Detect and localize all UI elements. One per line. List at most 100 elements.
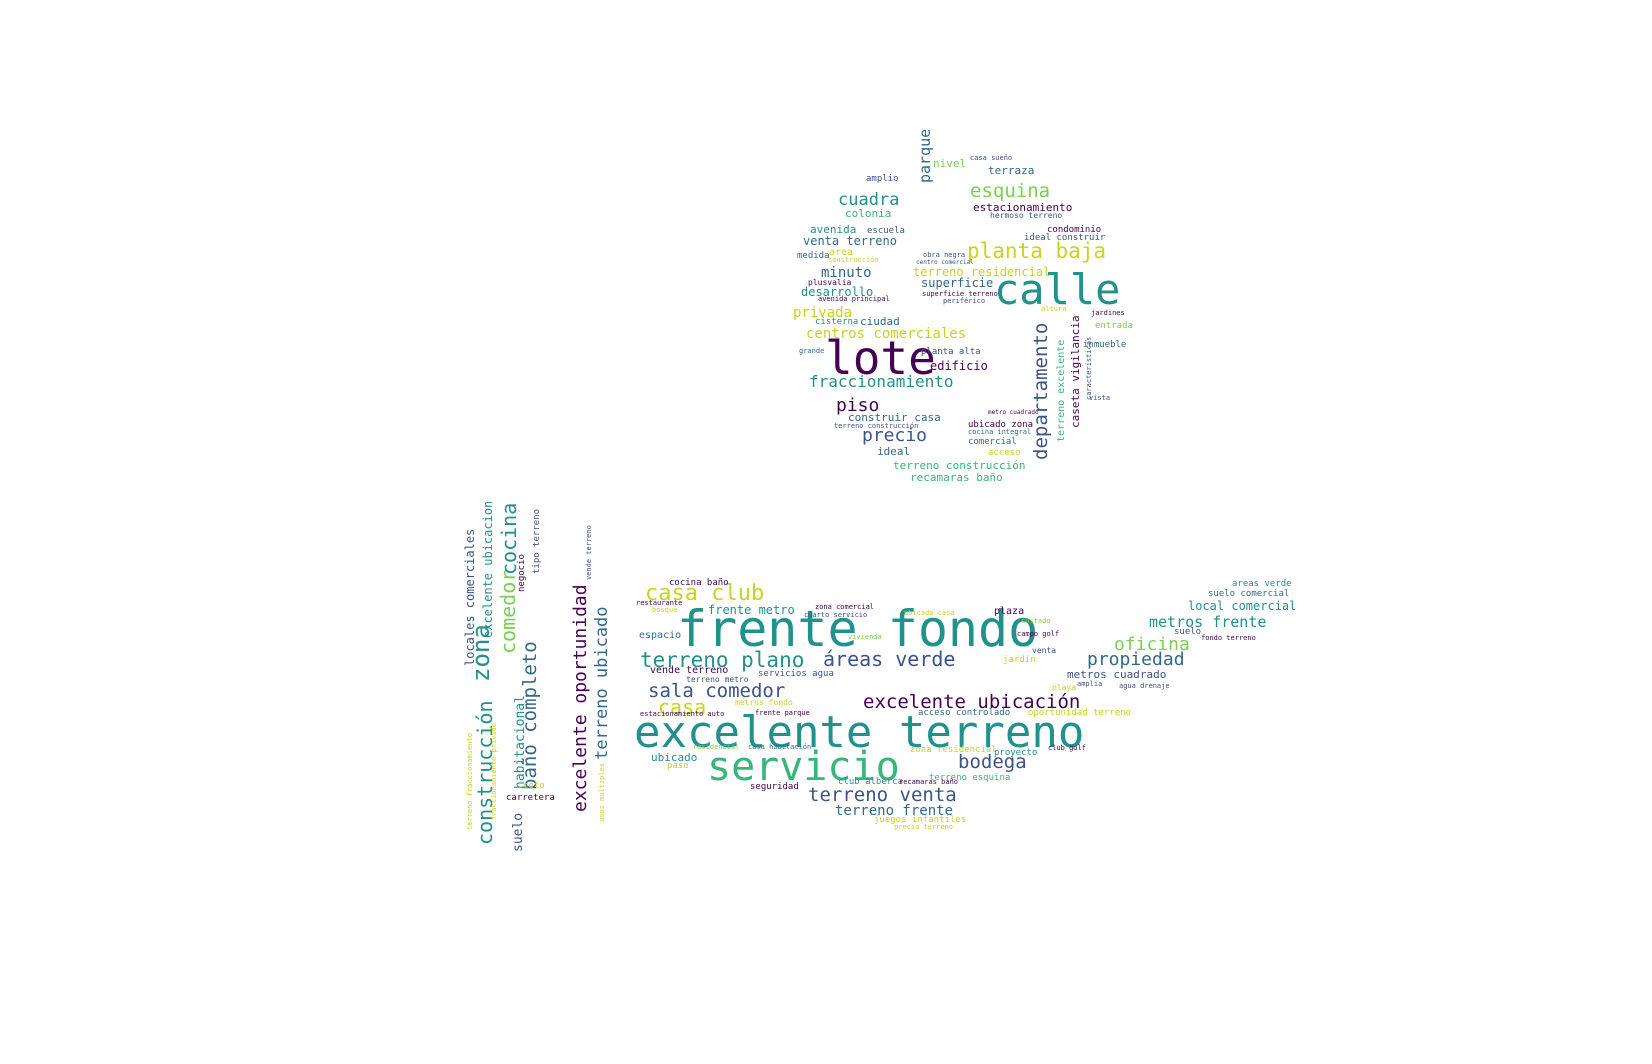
word: terraza <box>988 164 1034 177</box>
word: carretera <box>506 793 555 803</box>
word: construir casa <box>848 411 941 424</box>
word: comedor <box>496 570 520 654</box>
word: excelente oportunidad <box>570 584 591 812</box>
word: zona <box>467 624 495 682</box>
word: avenida <box>810 223 856 236</box>
word: amplia <box>1077 680 1102 688</box>
word: negocio <box>517 554 527 592</box>
word: plaza <box>994 606 1024 617</box>
word: zona residencial <box>910 745 997 755</box>
word: frente metro <box>708 603 795 617</box>
word: vende terreno <box>585 525 593 580</box>
word: excelente terreno <box>634 707 1084 758</box>
word: residencial <box>693 743 739 751</box>
word: recamaras baño <box>899 778 958 786</box>
word: locales comerciales <box>463 529 477 666</box>
word: vivienda <box>848 633 882 641</box>
word: terreno construcción <box>834 422 918 430</box>
word: departamento <box>1030 323 1052 460</box>
word: agua drenaje <box>1119 682 1170 690</box>
word: terreno excelente <box>1056 340 1067 442</box>
base-cluster: frente fondo excelente terreno servicio … <box>634 578 1296 831</box>
word: tipo terreno <box>532 509 542 574</box>
word: local comercial <box>1188 599 1296 613</box>
word: cuarto servicio <box>804 611 867 619</box>
word: cocina baño <box>669 578 729 588</box>
word: baño completo <box>519 641 541 790</box>
word: cuadra <box>838 190 899 210</box>
word: lote <box>825 331 936 385</box>
word: estacionamiento <box>973 201 1072 214</box>
word: ideal construir <box>1024 233 1106 243</box>
word: excelente ubicación <box>863 691 1080 713</box>
word: planta baja <box>967 239 1106 263</box>
word: construcción <box>828 256 879 264</box>
word: estacionamiento auto <box>640 710 724 718</box>
word: terreno metro <box>686 675 749 684</box>
word: usos multiples <box>598 763 606 822</box>
word: casa habitación <box>748 743 811 751</box>
word: frente parque <box>755 709 810 717</box>
word: servicio <box>707 744 900 790</box>
word: juegos infantiles <box>874 815 966 825</box>
word: acceso <box>988 448 1021 458</box>
word: excelente ubicacion <box>481 501 495 638</box>
word: fraccionamiento <box>809 372 954 391</box>
word: precio <box>862 425 927 446</box>
word: escuela <box>867 226 905 236</box>
word: metros fondo <box>735 698 793 707</box>
word: minuto <box>821 265 872 281</box>
word: áreas verde <box>823 647 955 671</box>
word: seguridad <box>750 782 799 792</box>
word: terreno fraccionamiento <box>466 733 474 830</box>
word: sala comedor <box>648 680 785 702</box>
word: superficie <box>921 276 993 290</box>
word: condominio <box>1047 225 1101 235</box>
word: club golf <box>1048 744 1086 752</box>
side-cluster: zona construcción comedor cocina excelen… <box>463 501 612 852</box>
word: colonia <box>845 207 891 220</box>
word: acceso controlado <box>918 708 1010 718</box>
word: obra negra <box>923 251 965 259</box>
word: venta terreno <box>803 234 897 248</box>
word: jardines <box>1091 309 1125 317</box>
word: ideal <box>877 445 910 458</box>
word: metro cuadrado <box>988 409 1039 416</box>
word: terreno venta <box>808 784 957 806</box>
word: suelo comercial <box>1208 589 1289 599</box>
word: casa club <box>645 581 764 606</box>
word: piso <box>836 395 879 416</box>
word: terreno frente <box>835 803 953 819</box>
word: ubicado casa <box>904 609 955 617</box>
word: amplio <box>866 174 899 184</box>
word: coto <box>523 781 545 791</box>
word: habitacional <box>513 695 528 789</box>
word: vista <box>1089 394 1110 402</box>
word: paso <box>667 761 689 771</box>
word: fraccionamiento privado <box>490 723 498 820</box>
word: cocina integral <box>968 428 1031 436</box>
word: campo golf <box>1017 630 1059 638</box>
word: recamaras baño <box>910 471 1003 484</box>
word: fondo terreno <box>1201 634 1256 642</box>
word: bodega <box>958 751 1027 773</box>
word: areas verde <box>1232 579 1292 589</box>
word: costado <box>1021 617 1051 625</box>
word: casa <box>658 695 706 719</box>
word: altura <box>1041 305 1066 313</box>
word: calle <box>994 265 1120 314</box>
word: avenida principal <box>818 295 890 303</box>
word: desarrollo <box>801 285 873 299</box>
word: suelo <box>1174 627 1201 637</box>
word: características <box>1085 337 1093 400</box>
word: terreno plano <box>640 648 804 672</box>
word: oportunidad terreno <box>1028 708 1131 718</box>
word: periférico <box>943 297 985 305</box>
word: precio terreno <box>894 823 953 831</box>
word: servicios agua <box>758 669 834 679</box>
word: metros frente <box>1149 613 1266 631</box>
word: venta <box>1032 646 1056 655</box>
word: casa sueño <box>970 154 1012 162</box>
word: metros cuadrado <box>1067 668 1166 681</box>
word: ubicado <box>651 751 697 764</box>
